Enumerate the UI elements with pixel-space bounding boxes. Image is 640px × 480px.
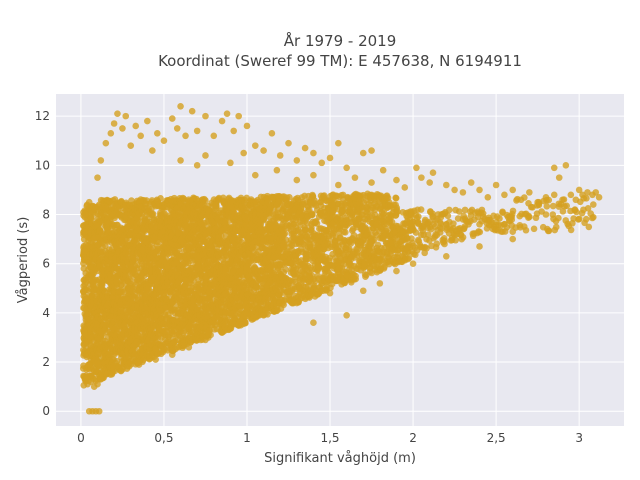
data-point: [180, 329, 187, 337]
data-point: [205, 295, 213, 302]
data-point: [149, 210, 157, 218]
data-point: [190, 277, 197, 284]
data-point: [140, 227, 148, 234]
data-point: [212, 202, 220, 210]
data-point: [131, 255, 139, 263]
data-point: [202, 197, 209, 204]
data-point: [222, 267, 230, 275]
chart-title-line-1: År 1979 - 2019: [284, 31, 397, 50]
data-points: [79, 102, 603, 415]
chart-title-line-2: Koordinat (Sweref 99 TM): E 457638, N 61…: [158, 52, 522, 70]
data-point: [242, 319, 249, 327]
data-point: [205, 330, 213, 337]
data-point: [281, 230, 289, 237]
data-point: [157, 195, 164, 202]
